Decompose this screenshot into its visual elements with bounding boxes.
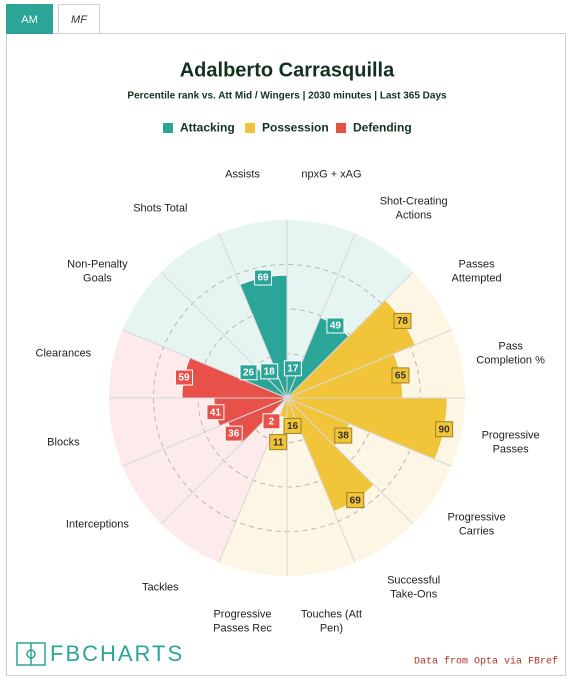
tab-active[interactable] [6, 4, 53, 34]
value-label-box [260, 363, 279, 380]
value-label: 2 [269, 416, 275, 427]
tab[interactable] [58, 4, 100, 34]
value-label: 11 [273, 437, 284, 448]
legend-label: Possession [262, 121, 329, 135]
segment-background [161, 398, 287, 563]
legend-label: Defending [353, 121, 412, 135]
tab-label[interactable]: AM [21, 14, 38, 26]
value-label: 38 [338, 431, 350, 442]
spoke [286, 397, 452, 467]
category-label: Assists [225, 168, 260, 180]
value-label: 78 [397, 316, 409, 327]
value-label: 65 [395, 371, 407, 382]
value-label-box [435, 421, 454, 438]
value-label-box [262, 413, 281, 430]
value-label-box [326, 317, 345, 334]
chart-title: Adalberto Carrasquilla [180, 59, 395, 81]
spoke [286, 329, 452, 399]
legend-swatch [336, 123, 346, 133]
category-label: Shot-Creating Actions [380, 195, 448, 221]
category-label: Pass Completion % [476, 340, 545, 366]
category-label: Successful Take-Ons [387, 574, 440, 600]
category-label: Interceptions [66, 519, 129, 531]
value-label-box [283, 360, 302, 377]
segment-background [287, 398, 356, 576]
logo-icon [16, 642, 46, 666]
value-label: 16 [287, 421, 299, 432]
spoke [286, 397, 414, 525]
value-label: 18 [264, 367, 276, 378]
category-label: Progressive Passes [482, 429, 540, 455]
value-label-box [224, 425, 243, 442]
spoke [122, 397, 288, 467]
chart-subtitle: Percentile rank vs. Att Mid / Wingers | … [127, 91, 447, 102]
value-label-box [239, 364, 258, 381]
spoke [122, 329, 288, 399]
value-label: 69 [257, 273, 269, 284]
legend-swatch [245, 123, 255, 133]
legend-swatch [163, 123, 173, 133]
value-label-box [283, 417, 302, 434]
value-label: 41 [210, 407, 222, 418]
category-label: Blocks [47, 436, 80, 448]
value-label-box [269, 434, 288, 451]
value-label: 36 [228, 429, 240, 440]
value-label: 90 [439, 424, 451, 435]
tab-label[interactable]: MF [71, 14, 88, 26]
segment-background [161, 233, 287, 398]
value-label: 49 [330, 321, 342, 332]
category-label: Passes Attempted [452, 258, 502, 284]
value-label: 26 [243, 367, 255, 378]
segment-background [287, 220, 356, 398]
value-label-box [393, 312, 412, 329]
spoke [286, 271, 414, 399]
category-label: npxG + xAG [301, 168, 361, 180]
logo: FBCHARTS [50, 641, 184, 666]
category-label: Progressive Passes Rec [213, 609, 272, 635]
value-label-box [206, 404, 225, 421]
value-label-box [254, 269, 273, 286]
value-label: 59 [178, 373, 190, 384]
category-label: Touches (Att Pen) [301, 609, 362, 635]
category-label: Clearances [36, 347, 92, 359]
legend-label: Attacking [180, 121, 235, 135]
value-label-box [174, 369, 193, 386]
value-label: 17 [287, 363, 299, 374]
category-label: Tackles [142, 581, 179, 593]
value-label: 69 [350, 495, 362, 506]
value-label-box [334, 427, 353, 444]
category-label: Progressive Carries [448, 512, 506, 538]
value-label-box [391, 367, 410, 384]
source-note: Data from Opta via FBref [414, 656, 558, 668]
value-label-box [346, 492, 365, 509]
category-label: Shots Total [133, 202, 187, 214]
category-label: Non-Penalty Goals [67, 258, 128, 284]
